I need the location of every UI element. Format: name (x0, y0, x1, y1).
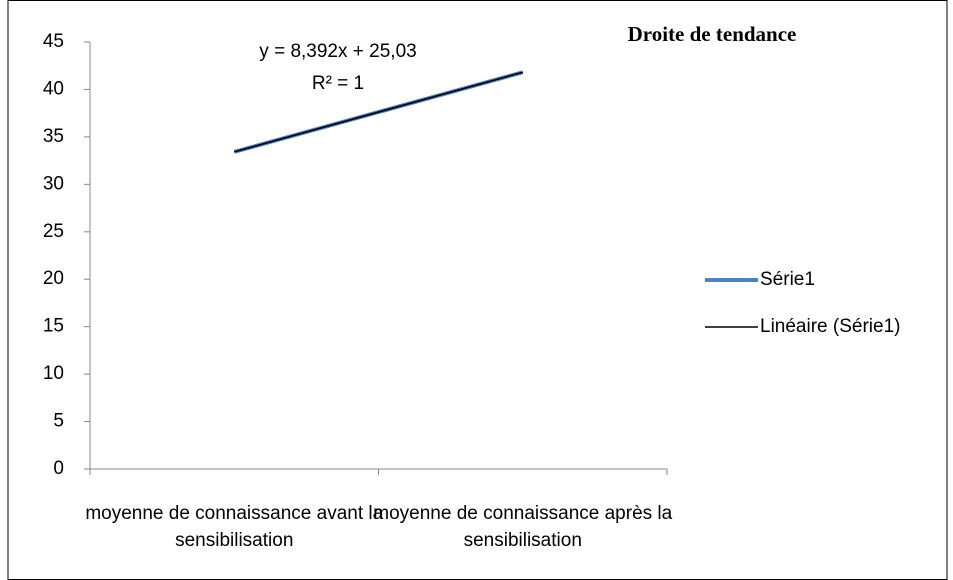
legend-label: Série1 (760, 269, 815, 290)
annotation: R² = 1 (312, 73, 364, 94)
y-tick-label: 10 (43, 363, 64, 384)
y-tick-label: 0 (53, 458, 64, 479)
y-tick-label: 30 (43, 173, 64, 194)
y-tick-label: 5 (53, 411, 64, 432)
y-tick-label: 35 (43, 126, 64, 147)
series-line (234, 71, 523, 153)
legend-label: Linéaire (Série1) (760, 316, 900, 337)
annotation: y = 8,392x + 25,03 (259, 41, 416, 62)
y-tick-label: 20 (43, 268, 64, 289)
y-tick-label: 45 (43, 31, 64, 52)
y-tick-label: 15 (43, 316, 64, 337)
x-tick-label: moyenne de connaissance après la sensibi… (373, 503, 673, 551)
chart-title: Droite de tendance (628, 22, 797, 46)
y-tick-label: 25 (43, 221, 64, 242)
x-tick-label: moyenne de connaissance avant la sensibi… (85, 503, 384, 551)
y-tick-label: 40 (43, 78, 64, 99)
